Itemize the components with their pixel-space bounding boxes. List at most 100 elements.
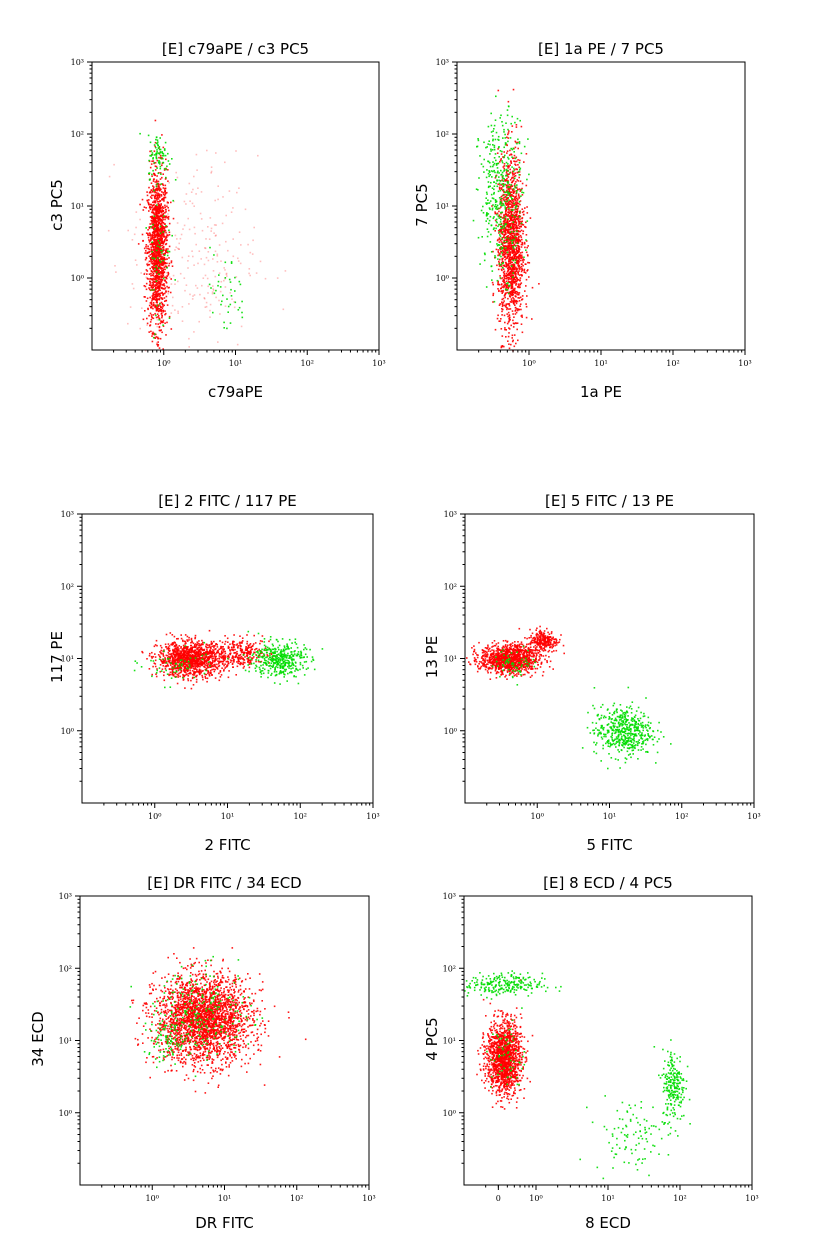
data-point (150, 235, 152, 237)
data-point (193, 660, 195, 663)
data-point (160, 275, 162, 277)
data-point (499, 216, 502, 219)
data-point (158, 262, 160, 265)
data-point (224, 305, 227, 307)
data-point (154, 207, 157, 210)
data-point (163, 194, 166, 197)
data-point (515, 234, 517, 236)
data-point (500, 328, 503, 330)
data-point (504, 252, 507, 255)
data-point (165, 277, 168, 280)
data-point (517, 202, 520, 205)
data-point (178, 672, 180, 675)
data-point (159, 232, 162, 235)
data-point (516, 308, 518, 310)
data-point (230, 211, 233, 213)
data-point (149, 208, 152, 211)
data-point (158, 195, 161, 197)
data-point (507, 188, 510, 190)
data-point (153, 212, 155, 215)
data-point (153, 192, 156, 194)
data-point (516, 250, 519, 252)
data-point (518, 248, 520, 250)
data-point (159, 651, 161, 653)
data-point (154, 244, 157, 247)
data-point (151, 335, 153, 337)
data-point (477, 139, 480, 142)
data-point (526, 178, 528, 181)
data-point (522, 191, 525, 194)
data-point (177, 280, 179, 283)
data-point (159, 254, 162, 256)
data-point (514, 227, 517, 229)
data-point (208, 283, 211, 286)
data-point (184, 650, 187, 653)
data-point (157, 337, 159, 340)
data-point (198, 320, 200, 323)
data-point (206, 277, 209, 280)
data-point (192, 255, 194, 258)
data-point (499, 159, 502, 162)
data-point (483, 171, 485, 173)
data-point (152, 218, 155, 221)
data-point (500, 204, 502, 207)
data-point (168, 245, 171, 248)
data-point (152, 158, 154, 160)
data-point (511, 185, 514, 187)
data-point (519, 218, 521, 220)
data-point (164, 280, 167, 282)
data-point (225, 273, 228, 276)
data-point (503, 251, 506, 254)
data-point (150, 285, 153, 288)
data-point (175, 643, 177, 646)
data-point (165, 235, 167, 238)
data-point (515, 291, 518, 293)
data-point (211, 664, 214, 667)
data-point (477, 138, 479, 140)
data-point (160, 306, 162, 308)
data-point (501, 335, 504, 337)
data-point (505, 142, 507, 144)
data-point (149, 150, 151, 153)
data-point (502, 268, 505, 270)
data-point (156, 200, 159, 203)
data-point (509, 241, 512, 243)
data-point (512, 263, 515, 266)
data-point (155, 152, 157, 155)
data-point (191, 202, 194, 205)
data-point (208, 646, 210, 649)
data-point (507, 232, 509, 234)
data-point (521, 220, 523, 223)
data-point (156, 313, 159, 315)
data-point (159, 266, 162, 269)
data-point (510, 343, 512, 346)
data-point (498, 228, 501, 231)
data-point (149, 296, 151, 299)
data-point (151, 217, 153, 219)
data-point (181, 658, 184, 661)
x-tick-label: 10² (301, 359, 314, 368)
data-point (510, 270, 513, 272)
data-point (503, 199, 505, 201)
data-point (501, 217, 504, 219)
data-point (162, 268, 165, 270)
data-point (505, 257, 508, 260)
data-point (513, 233, 515, 235)
data-point (168, 673, 170, 676)
data-point (178, 248, 180, 250)
data-point (156, 199, 158, 201)
data-point (509, 231, 512, 233)
data-point (489, 153, 491, 155)
data-point (154, 306, 156, 309)
data-point (482, 205, 484, 208)
data-point (180, 663, 183, 665)
data-point (514, 198, 517, 201)
data-point (517, 237, 519, 239)
data-point (497, 268, 500, 271)
data-point (210, 646, 212, 649)
data-point (511, 199, 513, 201)
data-point (502, 184, 505, 186)
data-point (485, 176, 488, 179)
data-point (163, 215, 165, 217)
data-point (212, 285, 214, 287)
